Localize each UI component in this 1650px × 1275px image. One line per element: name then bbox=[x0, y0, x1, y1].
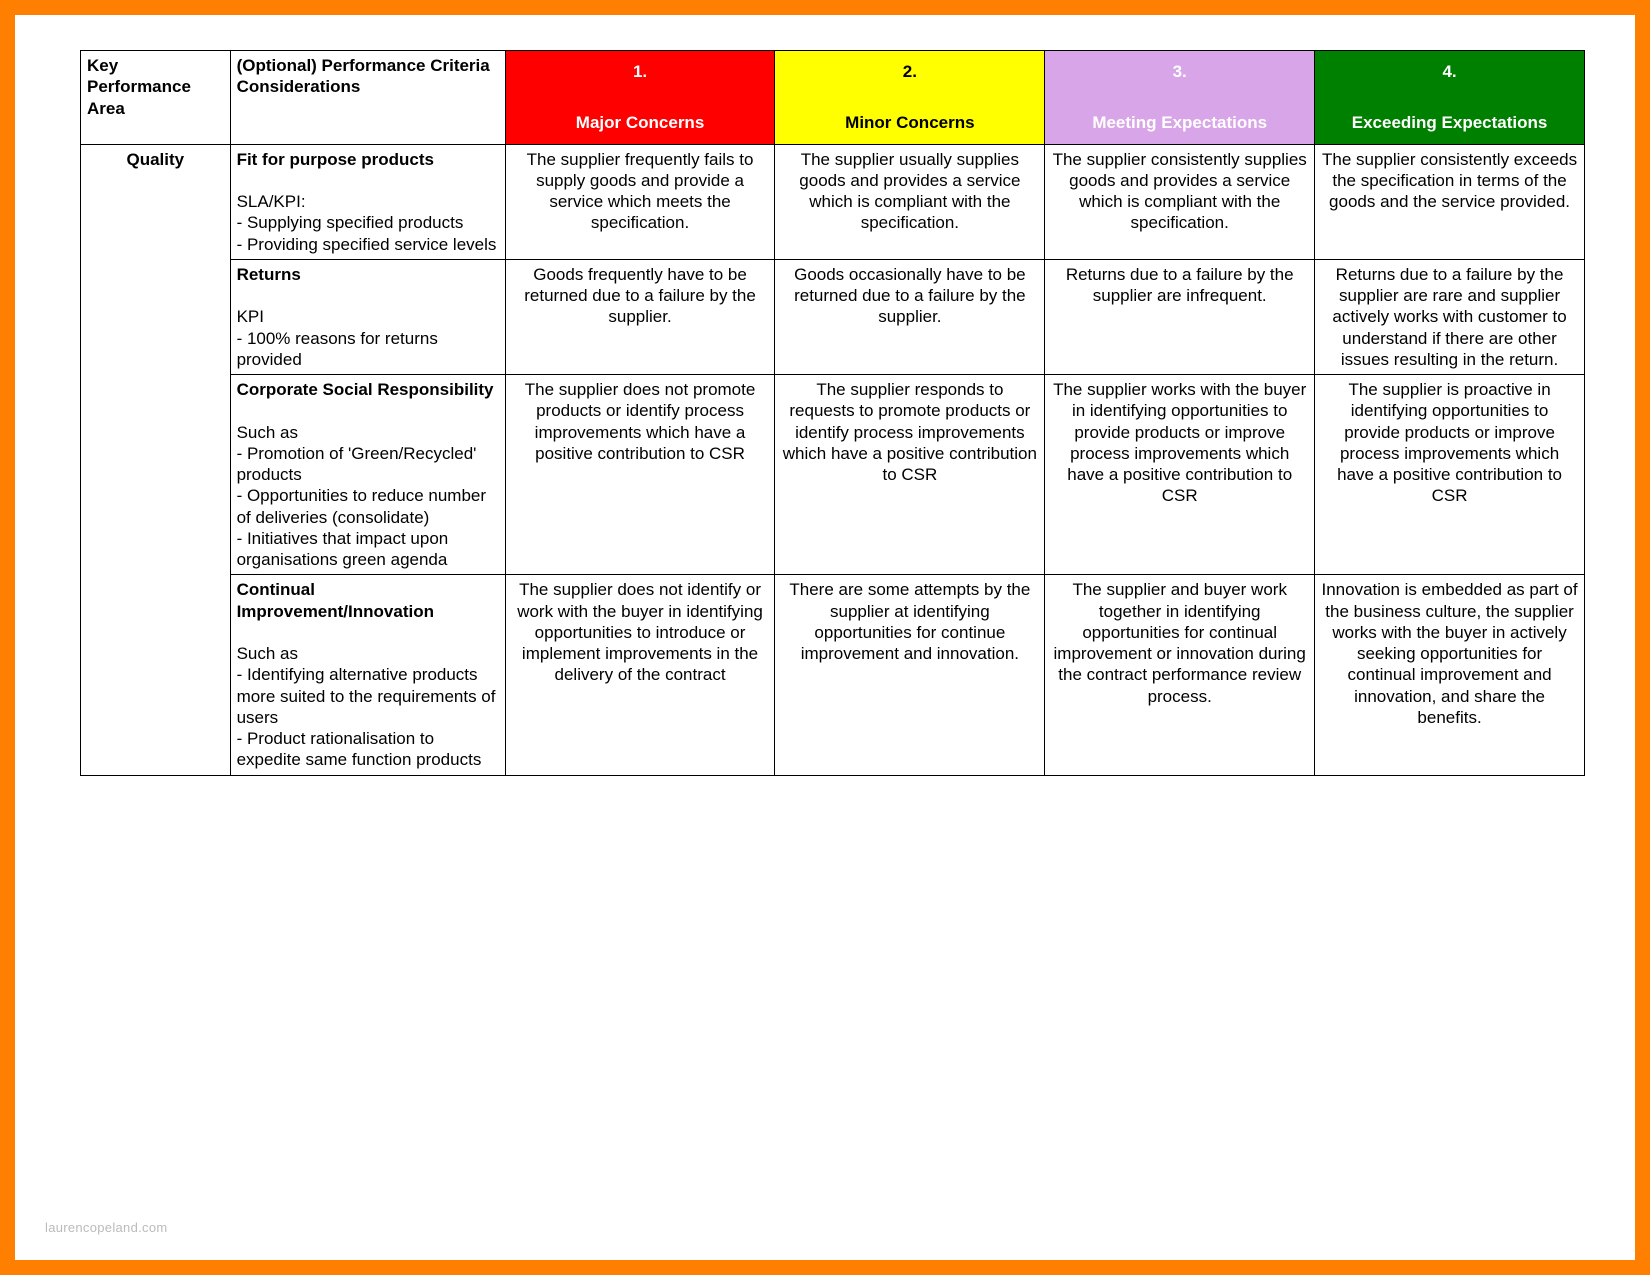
performance-rubric-table: Key Performance Area (Optional) Performa… bbox=[80, 50, 1585, 776]
footer-credit: laurencopeland.com bbox=[45, 1220, 167, 1235]
desc-cell: Returns due to a failure by the supplier… bbox=[1315, 259, 1585, 374]
header-kpa: Key Performance Area bbox=[81, 51, 231, 145]
desc-cell: The supplier works with the buyer in ide… bbox=[1045, 375, 1315, 575]
table-row: Continual Improvement/Innovation Such as… bbox=[81, 575, 1585, 775]
criteria-title: Returns bbox=[237, 265, 301, 284]
desc-cell: The supplier does not identify or work w… bbox=[505, 575, 775, 775]
desc-cell: The supplier consistently supplies goods… bbox=[1045, 144, 1315, 259]
desc-cell: The supplier frequently fails to supply … bbox=[505, 144, 775, 259]
desc-cell: Goods frequently have to be returned due… bbox=[505, 259, 775, 374]
rating-label: Exceeding Expectations bbox=[1321, 82, 1578, 139]
desc-cell: Returns due to a failure by the supplier… bbox=[1045, 259, 1315, 374]
criteria-cell: Returns KPI- 100% reasons for returns pr… bbox=[230, 259, 505, 374]
page: Key Performance Area (Optional) Performa… bbox=[15, 15, 1635, 1260]
desc-cell: The supplier responds to requests to pro… bbox=[775, 375, 1045, 575]
desc-cell: The supplier consistently exceeds the sp… bbox=[1315, 144, 1585, 259]
rating-label: Major Concerns bbox=[512, 82, 769, 139]
table-row: Returns KPI- 100% reasons for returns pr… bbox=[81, 259, 1585, 374]
table-row: Quality Fit for purpose products SLA/KPI… bbox=[81, 144, 1585, 259]
desc-cell: The supplier does not promote products o… bbox=[505, 375, 775, 575]
criteria-detail: SLA/KPI:- Supplying specified products- … bbox=[237, 192, 497, 254]
rating-label: Minor Concerns bbox=[781, 82, 1038, 139]
criteria-detail: Such as- Promotion of 'Green/Recycled' p… bbox=[237, 423, 486, 570]
criteria-cell: Continual Improvement/Innovation Such as… bbox=[230, 575, 505, 775]
desc-cell: The supplier and buyer work together in … bbox=[1045, 575, 1315, 775]
rubric-body: Quality Fit for purpose products SLA/KPI… bbox=[81, 144, 1585, 775]
rating-num: 3. bbox=[1051, 55, 1308, 82]
header-rating-4: 4. Exceeding Expectations bbox=[1315, 51, 1585, 145]
criteria-cell: Corporate Social Responsibility Such as-… bbox=[230, 375, 505, 575]
criteria-detail: KPI- 100% reasons for returns provided bbox=[237, 307, 438, 369]
header-rating-3: 3. Meeting Expectations bbox=[1045, 51, 1315, 145]
criteria-detail: Such as- Identifying alternative product… bbox=[237, 644, 496, 769]
desc-cell: There are some attempts by the supplier … bbox=[775, 575, 1045, 775]
desc-cell: Innovation is embedded as part of the bu… bbox=[1315, 575, 1585, 775]
header-criteria: (Optional) Performance Criteria Consider… bbox=[230, 51, 505, 145]
desc-cell: The supplier is proactive in identifying… bbox=[1315, 375, 1585, 575]
rating-num: 4. bbox=[1321, 55, 1578, 82]
criteria-cell: Fit for purpose products SLA/KPI:- Suppl… bbox=[230, 144, 505, 259]
header-row: Key Performance Area (Optional) Performa… bbox=[81, 51, 1585, 145]
header-rating-1: 1. Major Concerns bbox=[505, 51, 775, 145]
header-rating-2: 2. Minor Concerns bbox=[775, 51, 1045, 145]
criteria-title: Continual Improvement/Innovation bbox=[237, 580, 434, 620]
rating-num: 1. bbox=[512, 55, 769, 82]
rating-num: 2. bbox=[781, 55, 1038, 82]
rating-label: Meeting Expectations bbox=[1051, 82, 1308, 139]
kpa-quality: Quality bbox=[81, 144, 231, 775]
criteria-title: Corporate Social Responsibility bbox=[237, 380, 494, 399]
criteria-title: Fit for purpose products bbox=[237, 150, 434, 169]
desc-cell: The supplier usually supplies goods and … bbox=[775, 144, 1045, 259]
desc-cell: Goods occasionally have to be returned d… bbox=[775, 259, 1045, 374]
table-row: Corporate Social Responsibility Such as-… bbox=[81, 375, 1585, 575]
